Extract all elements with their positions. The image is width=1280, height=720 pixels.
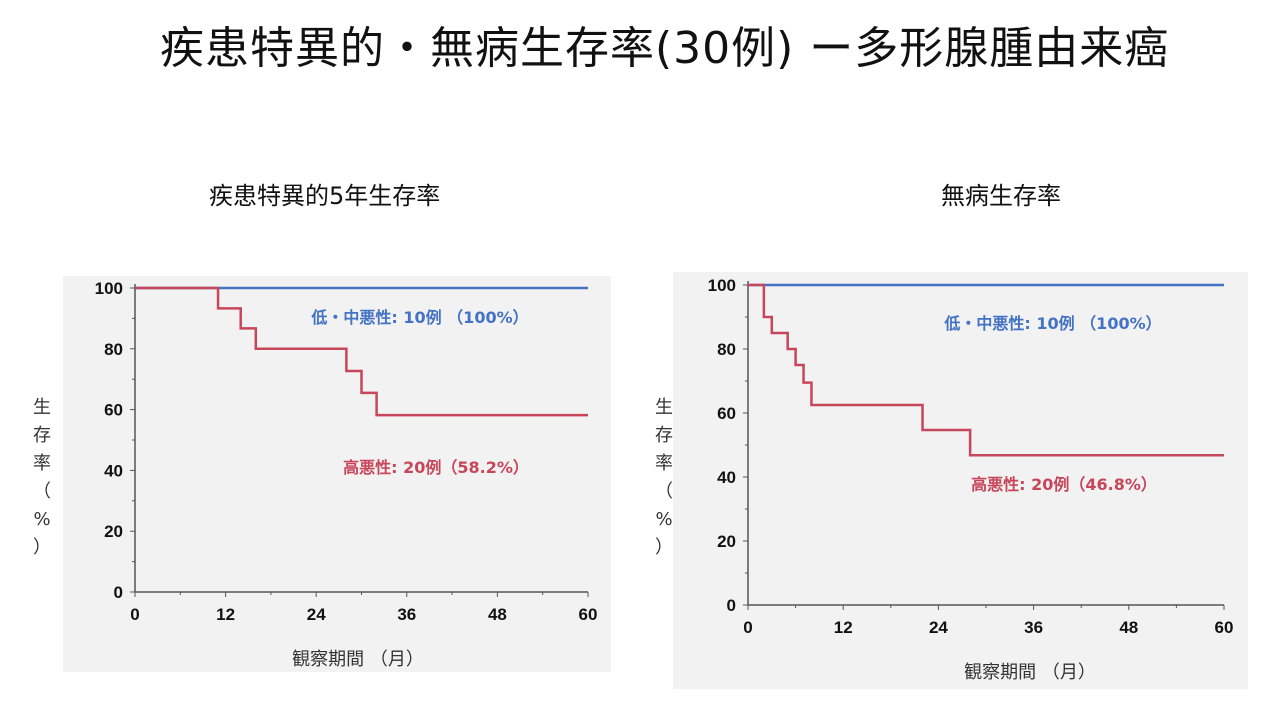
series-line-high-grade — [748, 283, 1224, 457]
y-tick-label: 100 — [708, 276, 736, 295]
x-tick-label: 24 — [929, 618, 948, 637]
y-tick-label: 80 — [104, 340, 123, 359]
series-label-high-grade: 高悪性: 20例（46.8%） — [971, 475, 1157, 494]
x-tick-label: 60 — [579, 605, 598, 624]
series-label-high-grade: 高悪性: 20例（58.2%） — [343, 458, 529, 477]
x-axis-title: 観察期間 （月） — [964, 662, 1096, 683]
y-axis-title: 生存率（%） — [655, 397, 673, 558]
x-tick-label: 36 — [397, 605, 416, 624]
x-axis-title: 観察期間 （月） — [292, 649, 424, 670]
chart-2-title: 無病生存率 — [941, 182, 1061, 210]
slide-title: 疾患特異的・無病生存率(30例) ー多形腺腫由来癌 — [160, 23, 1170, 74]
y-tick-label: 20 — [104, 522, 123, 541]
y-tick-label: 20 — [717, 532, 736, 551]
y-tick-label: 40 — [717, 468, 736, 487]
y-tick-label: 60 — [104, 401, 123, 420]
x-tick-label: 12 — [216, 605, 235, 624]
y-tick-label: 80 — [717, 340, 736, 359]
x-tick-label: 48 — [1119, 618, 1138, 637]
x-tick-label: 36 — [1024, 618, 1043, 637]
chart-2-panel — [673, 272, 1248, 689]
x-tick-label: 0 — [743, 618, 752, 637]
y-tick-label: 60 — [717, 404, 736, 423]
chart-1-title: 疾患特異的5年生存率 — [209, 182, 441, 210]
y-tick-label: 0 — [114, 583, 123, 602]
y-tick-label: 0 — [727, 596, 736, 615]
x-tick-label: 24 — [307, 605, 326, 624]
series-label-low-grade: 低・中悪性: 10例 （100%） — [310, 308, 528, 327]
x-tick-label: 48 — [488, 605, 507, 624]
chart-1-panel — [63, 276, 611, 672]
series-line-high-grade — [135, 286, 588, 417]
series-label-low-grade: 低・中悪性: 10例 （100%） — [943, 314, 1161, 333]
y-tick-label: 40 — [104, 461, 123, 480]
x-tick-label: 0 — [130, 605, 139, 624]
x-tick-label: 12 — [834, 618, 853, 637]
x-tick-label: 60 — [1215, 618, 1234, 637]
y-axis-title: 生存率（%） — [33, 397, 51, 558]
y-tick-label: 100 — [95, 279, 123, 298]
